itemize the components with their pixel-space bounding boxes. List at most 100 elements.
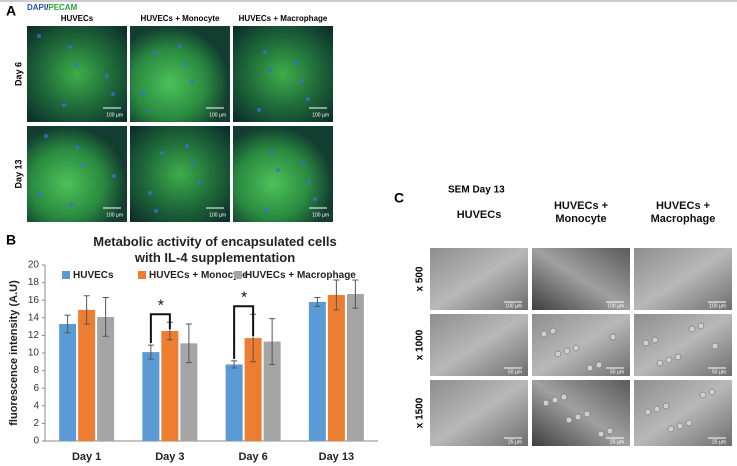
column-header: HUVECs xyxy=(456,209,502,221)
x-tick-label: Day 1 xyxy=(72,451,101,463)
panel-label: C xyxy=(394,190,404,206)
y-tick-label: 18 xyxy=(28,277,40,288)
error-bar xyxy=(102,297,109,337)
nucleus xyxy=(105,74,109,78)
scale-bar-label: 100 µm xyxy=(209,212,226,218)
legend-swatch xyxy=(62,271,70,279)
y-tick-label: 14 xyxy=(28,312,40,323)
nucleus xyxy=(75,145,79,149)
sem-image xyxy=(532,248,630,310)
bar xyxy=(244,338,262,441)
nucleus xyxy=(197,180,201,184)
fluorescence-image xyxy=(130,126,230,222)
cell xyxy=(583,410,591,418)
column-header: HUVECs + Macrophage xyxy=(239,14,328,23)
bar xyxy=(59,323,77,441)
cell xyxy=(606,427,614,435)
y-tick-label: 0 xyxy=(33,436,39,447)
nucleus xyxy=(264,208,268,212)
nucleus xyxy=(307,179,311,183)
cell xyxy=(656,359,664,367)
cell xyxy=(644,408,652,416)
row-label: x 1000 xyxy=(415,329,426,360)
scale-bar-label: 50 µm xyxy=(712,369,726,375)
stain-label: DAPI/PECAM xyxy=(27,3,78,12)
sep: / xyxy=(46,3,49,12)
error-bar xyxy=(231,360,238,369)
nucleus xyxy=(306,97,310,101)
cell xyxy=(711,342,719,350)
bar xyxy=(161,331,179,441)
cell xyxy=(609,333,617,341)
y-tick-label: 16 xyxy=(28,295,40,306)
cell xyxy=(708,388,716,396)
significance-mark: * xyxy=(158,297,164,314)
nucleus xyxy=(160,151,164,155)
nucleus xyxy=(301,161,305,165)
nucleus xyxy=(81,163,85,167)
error-bar xyxy=(185,323,192,364)
nucleus xyxy=(62,103,66,107)
y-tick-label: 2 xyxy=(33,418,39,429)
row-label: Day 13 xyxy=(13,159,23,188)
column-header: HUVECs + Monocyte xyxy=(553,200,609,225)
cell xyxy=(674,353,682,361)
pecam: PECAM xyxy=(48,3,77,12)
cell xyxy=(667,425,675,433)
column-header: HUVECs + Macrophage xyxy=(650,200,716,225)
nucleus xyxy=(263,50,267,54)
scale-bar-label: 50 µm xyxy=(508,369,522,375)
nucleus xyxy=(112,174,116,178)
scale-bar-label: 100 µm xyxy=(312,112,329,118)
scale-bar-label: 100 µm xyxy=(607,303,624,309)
nucleus xyxy=(300,79,304,83)
nucleus xyxy=(276,168,280,172)
nucleus xyxy=(68,45,72,49)
nucleus xyxy=(270,150,274,154)
error-bar xyxy=(352,279,359,309)
dapi: DAPI xyxy=(27,3,46,12)
y-tick-label: 6 xyxy=(33,383,39,394)
cell xyxy=(665,356,673,364)
bar xyxy=(263,341,281,441)
row-label: Day 6 xyxy=(13,62,23,86)
legend-label: HUVECs + Macrophage xyxy=(245,270,356,281)
fluorescence-image xyxy=(130,26,230,122)
column-header: HUVECs xyxy=(61,14,94,23)
sem-image xyxy=(532,314,630,376)
nucleus xyxy=(190,80,194,84)
cell xyxy=(563,347,571,355)
y-tick-label: 12 xyxy=(28,330,40,341)
bar xyxy=(180,343,198,441)
significance-bracket xyxy=(149,313,171,344)
bar xyxy=(346,294,364,441)
scale-bar-label: 100 µm xyxy=(106,212,123,218)
panel-label: A xyxy=(6,3,16,19)
y-tick-label: 4 xyxy=(33,400,39,411)
nucleus xyxy=(38,192,42,196)
column-header: HUVECs + Monocyte xyxy=(141,14,220,23)
bar xyxy=(308,301,326,441)
fluorescence-image xyxy=(233,126,333,222)
nucleus xyxy=(37,34,41,38)
error-bar xyxy=(269,318,276,365)
scale-bar-label: 25 µm xyxy=(508,439,522,445)
nucleus xyxy=(185,144,189,148)
sem-image xyxy=(532,380,630,446)
cell xyxy=(676,422,684,430)
sem-image xyxy=(430,314,528,376)
cell xyxy=(699,391,707,399)
nucleus xyxy=(153,51,157,55)
sem-image xyxy=(430,380,528,446)
cell xyxy=(597,430,605,438)
row-label: x 1500 xyxy=(415,397,426,428)
cell xyxy=(662,402,670,410)
bar xyxy=(225,364,243,441)
significance-mark: * xyxy=(241,289,247,306)
sem-title: SEM Day 13 xyxy=(448,185,505,196)
nucleus xyxy=(141,91,145,95)
panel-label: B xyxy=(6,232,16,248)
scale-bar-label: 100 µm xyxy=(106,112,123,118)
scale-bar-label: 25 µm xyxy=(712,439,726,445)
